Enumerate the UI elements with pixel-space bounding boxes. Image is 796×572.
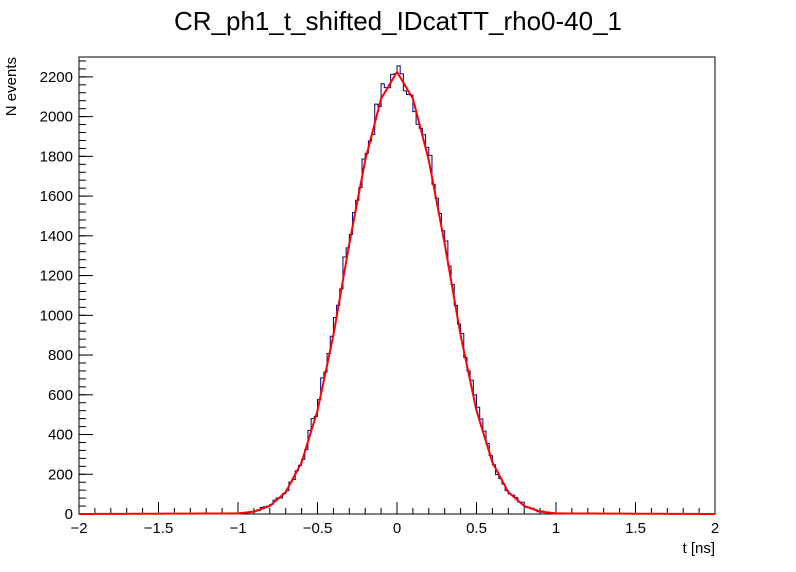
x-tick-label: −0.5 xyxy=(303,520,333,537)
y-tick-label: 1600 xyxy=(40,188,73,205)
x-tick-label: −1 xyxy=(229,520,246,537)
y-tick-label: 0 xyxy=(65,506,73,523)
fit-curve xyxy=(78,69,716,515)
x-tick-label: −2 xyxy=(70,520,87,537)
x-axis-title: t [ns] xyxy=(682,540,715,557)
x-tick-label: 1 xyxy=(552,520,560,537)
x-tick-label: −1.5 xyxy=(144,520,174,537)
y-tick-label: 800 xyxy=(48,347,73,364)
y-tick-label: 1000 xyxy=(40,307,73,324)
plot-area: −2 −1.5 −1 −0.5 0 0.5 1 1.5 2 0 200 400 600 800 1000 12… xyxy=(40,56,719,537)
y-tick-label: 1400 xyxy=(40,228,73,245)
y-tick-label: 2000 xyxy=(40,109,73,126)
x-tick-label: 2 xyxy=(711,520,719,537)
y-tick-label: 400 xyxy=(48,427,73,444)
y-axis-title: N events xyxy=(3,57,20,116)
y-tick-label: 2200 xyxy=(40,69,73,86)
x-tick-label: 1.5 xyxy=(625,520,646,537)
y-tick-label: 600 xyxy=(48,387,73,404)
chart-title: CR_ph1_t_shifted_IDcatTT_rho0-40_1 xyxy=(174,6,622,36)
x-tick-label: 0.5 xyxy=(466,520,487,537)
y-tick-label: 1800 xyxy=(40,148,73,165)
x-tick-label: 0 xyxy=(393,520,401,537)
y-tick-label: 200 xyxy=(48,466,73,483)
y-tick-label: 1200 xyxy=(40,268,73,285)
